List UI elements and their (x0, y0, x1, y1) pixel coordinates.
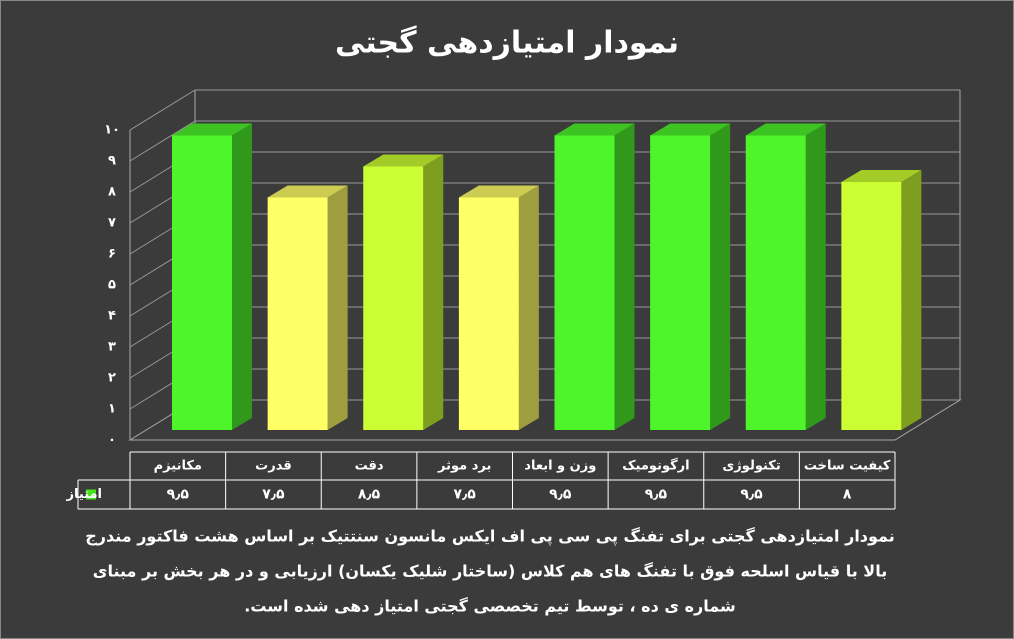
y-tick-label: ۷ (108, 216, 116, 231)
legend-label: امتیاز (66, 487, 102, 502)
bar (554, 135, 615, 430)
bar-side (901, 170, 922, 430)
bar (363, 166, 424, 430)
y-tick-label: ۹ (108, 154, 116, 169)
bar (267, 197, 328, 430)
x-tick-label: کیفیت ساخت (804, 459, 891, 474)
bar-side (614, 123, 635, 430)
y-tick-label: ۰ (108, 433, 116, 448)
bar-side (423, 154, 444, 430)
legend-key (86, 489, 96, 500)
grid-line (129, 89, 196, 131)
x-tick-label: ارگونومیک (622, 458, 689, 474)
bar-top (267, 185, 348, 198)
bar-top (554, 123, 635, 136)
bar-top (172, 123, 252, 136)
value-label: ۸٫۵ (358, 487, 381, 503)
value-label: ۹٫۵ (645, 487, 668, 503)
bar-top (650, 123, 731, 136)
x-tick-label: وزن و ابعاد (524, 459, 596, 474)
grid-line (129, 120, 196, 162)
value-label: ۹٫۵ (549, 487, 572, 503)
value-label: ۸ (843, 487, 852, 503)
bar-top (363, 154, 444, 167)
bar-side (327, 185, 348, 430)
caption-line: بالا با قیاس اسلحه فوق با تفنگ های هم کل… (93, 562, 887, 581)
value-label: ۷٫۵ (454, 487, 477, 503)
bar (841, 182, 902, 430)
x-tick-label: مکانیزم (154, 459, 202, 474)
bar (745, 135, 806, 430)
x-tick-label: قدرت (255, 459, 292, 474)
value-label: ۷٫۵ (262, 487, 285, 503)
bar-side (518, 185, 539, 430)
bar-top (458, 185, 539, 198)
y-tick-label: ۳ (108, 340, 116, 355)
chart-title: نمودار امتیازدهی گجتی (335, 25, 679, 61)
y-tick-label: ۶ (108, 247, 116, 262)
bar-top (745, 123, 826, 136)
bar (650, 135, 711, 430)
x-tick-label: دقت (355, 459, 384, 474)
bar-side (232, 123, 252, 430)
bar-side (710, 123, 731, 430)
y-tick-label: ۱۰ (104, 123, 120, 138)
x-tick-label: برد موثر (437, 459, 491, 474)
y-tick-label: ۲ (108, 371, 116, 386)
caption-line: شماره ی ده ، توسط تیم تخصصی گجتی امتیاز … (244, 597, 735, 616)
bar-side (805, 123, 826, 430)
value-label: ۹٫۵ (167, 487, 190, 503)
x-tick-label: تکنولوژی (722, 459, 780, 474)
y-tick-label: ۵ (108, 278, 116, 293)
bar (172, 135, 232, 430)
y-tick-label: ۸ (108, 185, 116, 200)
bar (458, 197, 519, 430)
caption-line: نمودار امتیازدهی گجتی برای تفنگ پی سی پی… (85, 527, 895, 547)
bar-top (841, 170, 922, 182)
y-tick-label: ۴ (108, 309, 116, 324)
y-tick-label: ۱ (108, 402, 116, 417)
value-label: ۹٫۵ (740, 487, 763, 503)
